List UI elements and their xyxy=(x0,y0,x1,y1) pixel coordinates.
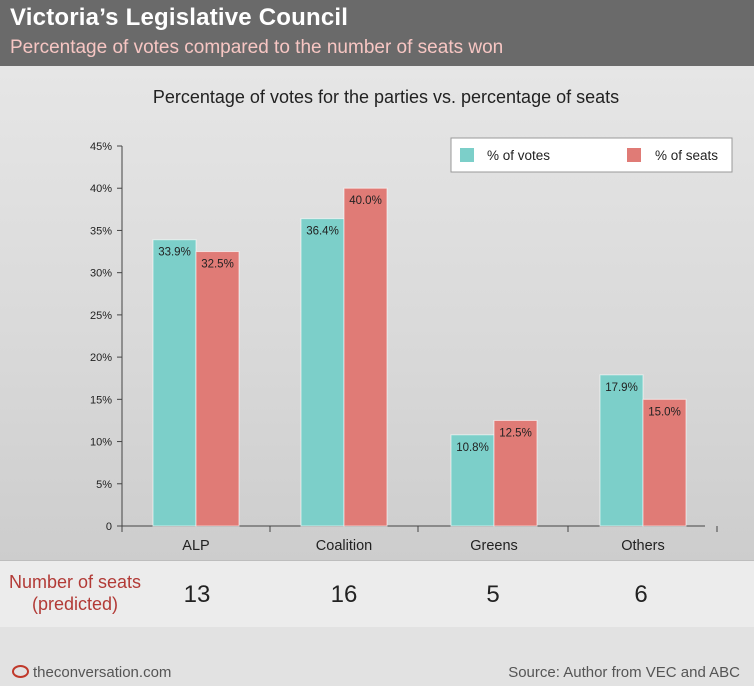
source-credit: Source: Author from VEC and ABC xyxy=(508,664,740,681)
data-label: 32.5% xyxy=(201,259,234,271)
legend-label-votes: % of votes xyxy=(487,148,550,163)
y-tick-label: 20% xyxy=(90,352,112,364)
data-label: 12.5% xyxy=(499,427,532,439)
data-label: 33.9% xyxy=(158,247,191,259)
y-tick-label: 0 xyxy=(106,521,112,533)
x-tick-label: Greens xyxy=(470,538,518,554)
page-title: Victoria’s Legislative Council xyxy=(10,4,349,31)
speech-bubble-icon xyxy=(12,665,29,678)
x-tick-label: Others xyxy=(621,538,665,554)
y-tick-label: 15% xyxy=(90,394,112,406)
bar-coalition-votes xyxy=(300,218,345,527)
data-label: 36.4% xyxy=(306,226,339,238)
footer: theconversation.com Source: Author from … xyxy=(0,627,754,686)
bar-others-seats xyxy=(642,398,687,527)
bar-coalition-seats xyxy=(343,187,388,527)
data-label: 10.8% xyxy=(456,442,489,454)
seat-count-greens: 5 xyxy=(486,581,500,608)
data-label: 15.0% xyxy=(648,406,681,418)
x-tick-label: ALP xyxy=(182,538,209,554)
seats-label-line1: Number of seats xyxy=(8,572,142,592)
x-tick-label: Coalition xyxy=(316,538,372,554)
y-tick-label: 45% xyxy=(90,141,112,153)
bar-alp-seats xyxy=(195,251,240,527)
seats-label-line2: (predicted) xyxy=(31,594,119,614)
y-tick-label: 25% xyxy=(90,310,112,322)
y-tick-label: 30% xyxy=(90,268,112,280)
legend-box xyxy=(450,137,733,173)
bar-chart: Percentage of votes for the parties vs. … xyxy=(90,87,733,554)
logo-text: theconversation.com xyxy=(33,664,172,681)
seats-row: Number of seats (predicted) 13 16 5 6 xyxy=(0,560,754,628)
bar-greens-seats xyxy=(493,419,538,527)
seat-count-others: 6 xyxy=(634,581,648,608)
bar-alp-votes xyxy=(152,239,197,527)
page-subtitle: Percentage of votes compared to the numb… xyxy=(10,37,504,58)
conversation-logo[interactable]: theconversation.com xyxy=(12,664,171,681)
bar-others-votes xyxy=(599,374,644,527)
data-label: 17.9% xyxy=(605,382,638,394)
legend-label-seats: % of seats xyxy=(655,148,718,163)
y-tick-label: 5% xyxy=(96,479,112,491)
seats-row-label: Number of seats (predicted) xyxy=(0,571,150,615)
seat-count-alp: 13 xyxy=(183,581,211,608)
legend-swatch-seats xyxy=(627,148,641,162)
seat-count-coalition: 16 xyxy=(330,581,358,608)
header-bar: Victoria’s Legislative Council Percentag… xyxy=(0,0,754,66)
data-label: 40.0% xyxy=(349,195,382,207)
y-tick-label: 35% xyxy=(90,225,112,237)
y-tick-label: 10% xyxy=(90,437,112,449)
legend-swatch-votes xyxy=(460,148,474,162)
chart-title: Percentage of votes for the parties vs. … xyxy=(153,87,619,107)
y-tick-label: 40% xyxy=(90,183,112,195)
